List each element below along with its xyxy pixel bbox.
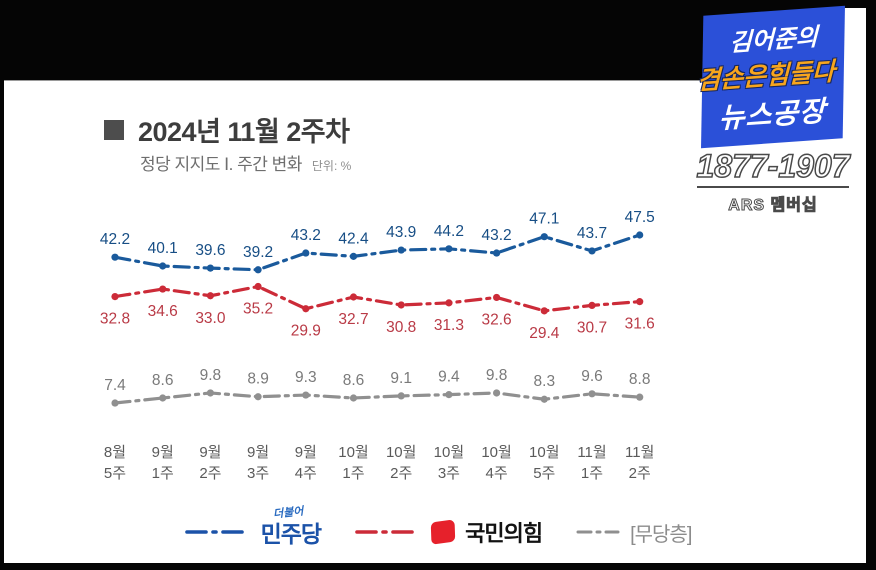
svg-text:8.9: 8.9	[247, 371, 269, 388]
svg-text:11월: 11월	[625, 444, 654, 461]
svg-text:29.9: 29.9	[291, 323, 321, 340]
svg-text:35.2: 35.2	[243, 301, 273, 318]
party-support-trend-chart: 42.2 40.1 39.6 39.2 43.2 42.4 43.9 44.2 43.2 47.1…	[100, 209, 655, 482]
chart-legend: 더불어 민주당 국민의힘 [무당층]	[0, 505, 876, 549]
legend-label-independents: [무당층]	[630, 523, 692, 546]
svg-text:2주: 2주	[629, 465, 651, 482]
svg-text:9.4: 9.4	[438, 369, 460, 386]
red-dashdot-line-icon	[355, 530, 421, 534]
legend-label-people-power-party: 국민의힘	[465, 521, 543, 546]
legend-item-democratic-party: 더불어 민주당	[184, 505, 322, 549]
svg-text:32.7: 32.7	[338, 311, 368, 328]
svg-text:1주: 1주	[581, 465, 603, 482]
brand-line1: 김어준의	[729, 23, 818, 57]
svg-text:9월: 9월	[152, 444, 174, 461]
subtitle-row: 정당 지지도 Ⅰ. 주간 변화 단위: %	[140, 150, 351, 175]
svg-text:10월: 10월	[386, 444, 417, 461]
people-power-party-logo-icon	[430, 519, 456, 545]
svg-text:47.1: 47.1	[529, 211, 559, 228]
svg-text:3주: 3주	[438, 465, 460, 482]
svg-text:5주: 5주	[533, 465, 555, 482]
svg-text:43.9: 43.9	[386, 224, 416, 241]
svg-text:9.3: 9.3	[295, 369, 317, 386]
svg-text:32.8: 32.8	[100, 311, 130, 328]
brand-logo-box: 김어준의 겸손은힘들다 뉴스공장	[697, 6, 844, 148]
svg-text:39.2: 39.2	[243, 244, 273, 261]
svg-text:9.1: 9.1	[390, 370, 412, 387]
svg-text:44.2: 44.2	[434, 223, 464, 240]
svg-text:9.8: 9.8	[486, 367, 508, 384]
svg-text:30.8: 30.8	[386, 319, 416, 336]
svg-text:33.0: 33.0	[195, 310, 226, 327]
legend-item-people-power-party: 국민의힘	[355, 516, 543, 548]
svg-text:10월: 10월	[481, 444, 512, 461]
svg-text:8.3: 8.3	[534, 373, 556, 390]
svg-text:11월: 11월	[577, 444, 606, 461]
svg-text:40.1: 40.1	[148, 240, 178, 257]
page-subtitle: 정당 지지도 Ⅰ. 주간 변화	[140, 155, 302, 174]
svg-text:8.8: 8.8	[629, 371, 651, 388]
svg-text:9.8: 9.8	[200, 367, 222, 384]
svg-text:2주: 2주	[390, 465, 412, 482]
svg-text:9월: 9월	[199, 444, 221, 461]
ars-membership-label: ARS 멤버십	[728, 197, 818, 215]
legend-item-independents: [무당층]	[576, 518, 692, 547]
legend-label-democratic-party: 더불어 민주당	[261, 505, 322, 549]
svg-text:1주: 1주	[342, 465, 364, 482]
svg-text:9.6: 9.6	[581, 368, 603, 385]
brand-line3: 뉴스공장	[718, 95, 826, 134]
phone-underline	[697, 186, 849, 188]
svg-text:2주: 2주	[199, 465, 221, 482]
svg-text:10월: 10월	[434, 444, 465, 461]
svg-text:3주: 3주	[247, 465, 269, 482]
svg-text:30.7: 30.7	[577, 319, 607, 336]
svg-text:10월: 10월	[338, 444, 369, 461]
brand-line2: 겸손은힘들다	[696, 57, 836, 96]
title-bullet-square	[104, 119, 124, 140]
svg-text:43.7: 43.7	[577, 225, 607, 242]
svg-text:8.6: 8.6	[343, 372, 365, 389]
gray-dashdot-line-icon	[576, 530, 620, 534]
svg-text:4주: 4주	[295, 465, 317, 482]
ars-phone-number: 1877-1907	[696, 147, 851, 185]
svg-text:4주: 4주	[486, 465, 508, 482]
svg-text:10월: 10월	[529, 444, 560, 461]
svg-text:1주: 1주	[152, 465, 174, 482]
title-row: 2024년 11월 2주차	[104, 110, 350, 149]
svg-text:34.6: 34.6	[148, 303, 178, 320]
svg-text:31.6: 31.6	[625, 316, 655, 333]
svg-text:29.4: 29.4	[529, 325, 560, 342]
svg-text:42.4: 42.4	[338, 230, 369, 247]
slide-card	[4, 80, 866, 563]
legend-sublabel-deobureo: 더불어	[272, 505, 304, 521]
svg-text:47.5: 47.5	[625, 209, 655, 226]
svg-text:8월: 8월	[104, 444, 126, 461]
svg-text:32.6: 32.6	[482, 311, 512, 328]
svg-text:42.2: 42.2	[100, 231, 130, 248]
svg-text:39.6: 39.6	[195, 242, 225, 259]
svg-text:31.3: 31.3	[434, 317, 464, 334]
svg-text:43.2: 43.2	[291, 227, 321, 244]
show-branding: 김어준의 겸손은힘들다 뉴스공장 1877-1907 ARS 멤버십	[688, 6, 858, 215]
blue-dashdot-line-icon	[184, 530, 251, 534]
svg-text:7.4: 7.4	[104, 377, 126, 394]
svg-text:43.2: 43.2	[482, 227, 512, 244]
page-title: 2024년 11월 2주차	[138, 117, 350, 147]
unit-label: 단위: %	[311, 159, 352, 173]
svg-text:5주: 5주	[104, 465, 126, 482]
svg-text:9월: 9월	[295, 444, 317, 461]
svg-text:9월: 9월	[247, 444, 269, 461]
svg-text:8.6: 8.6	[152, 372, 174, 389]
